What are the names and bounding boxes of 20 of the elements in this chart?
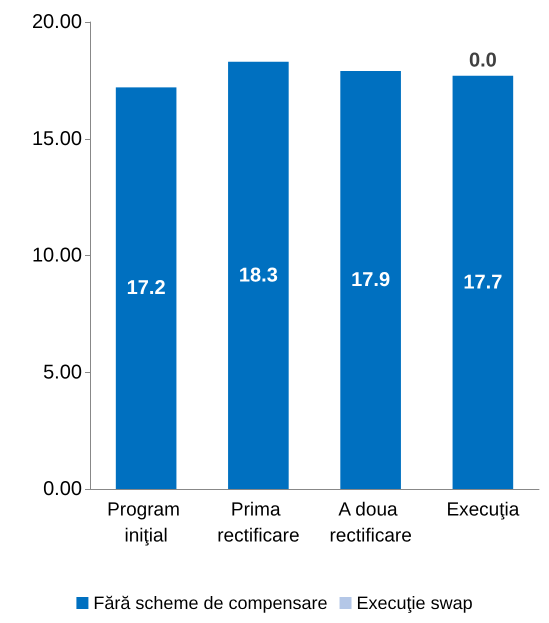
y-tick-label: 5.00	[43, 361, 82, 384]
bar	[228, 62, 289, 489]
legend-label: Fără scheme de compensare	[93, 593, 328, 613]
data-label: 17.2	[126, 277, 166, 300]
bar	[340, 71, 401, 489]
data-label: 17.9	[351, 269, 390, 292]
y-tick-label: 10.00	[32, 244, 82, 266]
x-tick-label: Program iniţial	[107, 500, 186, 546]
data-label: 17.7	[463, 271, 502, 294]
y-tick-label: 15.00	[32, 128, 82, 150]
y-tick-label: 0.00	[43, 478, 82, 500]
data-label: 18.3	[238, 264, 278, 286]
bar	[116, 87, 176, 489]
x-tick-label: Prima rectificare	[217, 500, 300, 546]
legend-label: Execuţie swap	[356, 593, 473, 613]
data-label: 0.0	[468, 50, 497, 72]
bar	[452, 76, 514, 489]
x-tick-label: Execuţia	[446, 500, 520, 520]
x-tick-label: A doua rectificare	[329, 500, 412, 546]
y-tick-label: 20.00	[32, 11, 82, 33]
